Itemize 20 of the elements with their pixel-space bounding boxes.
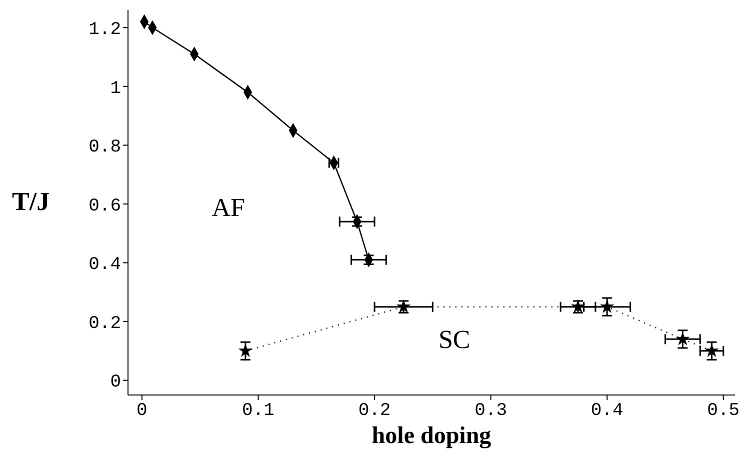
x-tick-label: 0.1 — [242, 400, 274, 421]
y-tick-label: 0.6 — [88, 196, 121, 216]
annotation: SC — [438, 325, 470, 356]
x-tick-label: 0.2 — [358, 400, 391, 421]
y-axis-title: T/J — [12, 186, 50, 216]
x-tick-label: 0.5 — [707, 400, 740, 421]
y-tick-label: 1.2 — [88, 20, 121, 40]
point — [238, 343, 253, 358]
x-tick-label: 0.4 — [590, 400, 624, 421]
y-tick-label: 0 — [110, 372, 121, 393]
y-tick-label: 0.4 — [88, 255, 121, 276]
point — [600, 299, 614, 313]
x-axis-title: hole doping — [370, 423, 492, 450]
y-tick-label: 0.8 — [88, 138, 121, 158]
x-tick-label: 0.3 — [474, 400, 508, 421]
annotation: AF — [212, 192, 245, 223]
x-tick-label: 0 — [136, 400, 148, 421]
y-tick-label: 0.2 — [88, 314, 121, 334]
point — [675, 332, 690, 346]
y-tick-label: 1 — [110, 78, 121, 99]
